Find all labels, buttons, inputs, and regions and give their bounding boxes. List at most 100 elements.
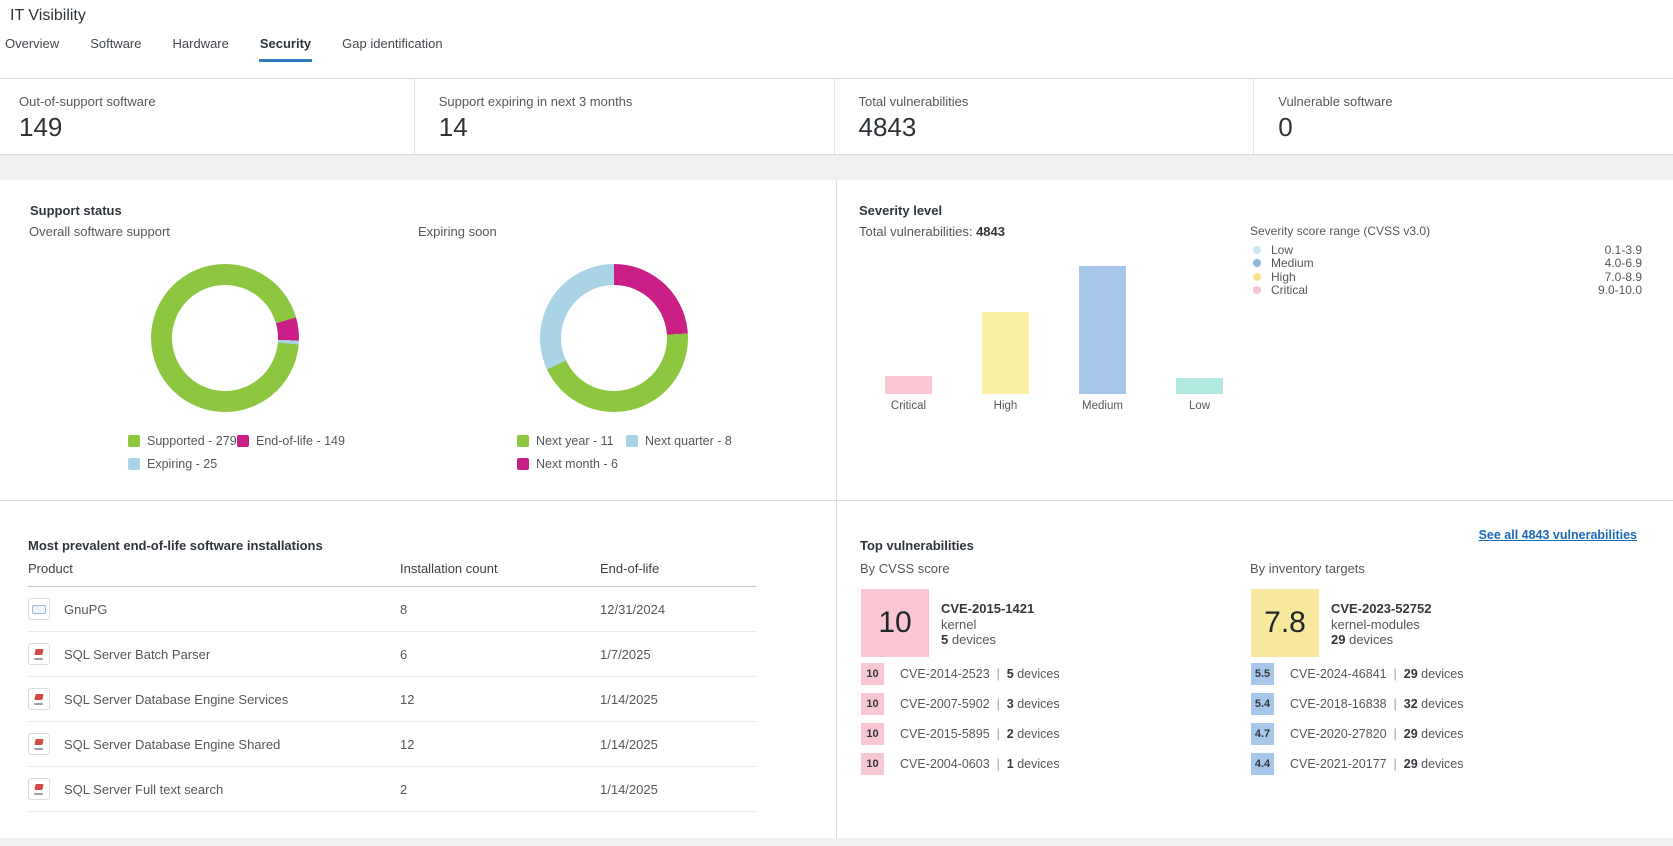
vulnerability-text: CVE-2021-20177 | 29 devices (1290, 757, 1464, 771)
product-name: GnuPG (64, 601, 108, 617)
featured-vulnerability-info: CVE-2015-1421 kernel 5 devices (941, 589, 1034, 657)
severity-bar-low[interactable] (1176, 378, 1223, 394)
expiring-soon-label: Expiring soon (418, 224, 497, 239)
overall-software-support-donut-chart[interactable] (151, 264, 299, 412)
severity-bar-high[interactable] (982, 312, 1029, 394)
legend-item-end-of-life: End-of-life - 149 (237, 434, 345, 448)
vulnerability-row: 4.7 CVE-2020-27820 | 29 devices (1251, 719, 1651, 749)
vulnerability-row: 10 CVE-2004-0603 | 1 devices (861, 749, 1241, 779)
kpi-card-out-of-support-software: Out-of-support software 149 (0, 79, 414, 154)
pipe-separator: | (989, 757, 1007, 771)
expiring-soon-donut-chart[interactable] (540, 264, 688, 412)
product-cell: SQL Server Database Engine Shared (28, 733, 400, 755)
vulnerability-row: 10 CVE-2015-5895 | 2 devices (861, 719, 1241, 749)
end-of-life-date: 12/31/2024 (600, 601, 666, 617)
sql-server-logo-icon (28, 778, 50, 800)
inventory-vulnerability-list: 5.5 CVE-2024-46841 | 29 devices 5.4 CVE-201… (1251, 659, 1651, 779)
vulnerability-row: 5.4 CVE-2018-16838 | 32 devices (1251, 689, 1651, 719)
kpi-value: 14 (438, 112, 468, 142)
installation-count: 6 (400, 646, 408, 662)
legend-item-label: Next year - 11 (536, 434, 614, 448)
severity-legend-range: 0.1-3.9 (1604, 242, 1642, 257)
vulnerability-row: 5.5 CVE-2024-46841 | 29 devices (1251, 659, 1651, 689)
tab-hardware[interactable]: Hardware (172, 36, 229, 51)
severity-bar-critical[interactable] (885, 376, 932, 394)
installation-count: 2 (400, 781, 408, 797)
device-count: 29 (1403, 727, 1418, 741)
expiring-swatch-icon (128, 458, 140, 470)
logo-glyph (34, 739, 44, 750)
severity-bar-chart[interactable]: Critical High Medium Low (885, 266, 1277, 412)
overall-software-support-chart-block: Overall software support Supported - 279… (29, 224, 414, 490)
dashboard-body: Support status Overall software support … (0, 180, 1673, 838)
severity-legend-label: Critical (1271, 283, 1308, 298)
by-inventory-targets-label: By inventory targets (1250, 561, 1365, 576)
eol-column-header-end-of-life: End-of-life (600, 561, 660, 576)
severity-score-legend: Severity score range (CVSS v3.0) Low 0.1-… (1250, 224, 1642, 297)
pipe-separator: | (989, 667, 1007, 681)
score-badge: 10 (861, 693, 884, 715)
see-all-vulnerabilities-link[interactable]: See all 4843 vulnerabilities (1478, 528, 1637, 542)
score-badge: 5.5 (1251, 663, 1274, 685)
legend-item-next-month: Next month - 6 (517, 457, 626, 471)
device-count: 1 (1006, 757, 1014, 771)
product-cell: SQL Server Batch Parser (28, 643, 400, 665)
featured-vulnerability-cvss: 10 CVE-2015-1421 kernel 5 devices (861, 589, 1034, 657)
next-month-swatch-icon (517, 458, 529, 470)
tab-bar: Overview Software Hardware Security Gap iden… (4, 32, 444, 62)
kpi-value: 149 (19, 112, 63, 142)
tab-gap-identification[interactable]: Gap identification (342, 36, 443, 51)
cve-id: CVE-2007-5902 (900, 697, 990, 711)
legend-item-supported: Supported - 2795 (128, 434, 244, 448)
device-count: 5 (1006, 667, 1014, 681)
logo-glyph (34, 649, 44, 660)
pipe-separator: | (989, 697, 1007, 711)
featured-vulnerability-info: CVE-2023-52752 kernel-modules 29 devices (1331, 589, 1431, 657)
vulnerability-text: CVE-2024-46841 | 29 devices (1290, 667, 1464, 681)
medium-dot-icon (1253, 259, 1261, 268)
supported-swatch-icon (128, 435, 140, 447)
end-of-life-date: 1/14/2025 (600, 691, 658, 707)
tab-software[interactable]: Software (90, 36, 142, 51)
cve-id: CVE-2024-46841 (1290, 667, 1387, 681)
severity-bar-label-high: High (993, 400, 1018, 412)
tab-security[interactable]: Security (258, 32, 313, 62)
legend-item-next-quarter: Next quarter - 8 (626, 434, 732, 448)
table-row: SQL Server Full text search 2 1/14/2025 (28, 767, 756, 812)
cve-id: CVE-2004-0603 (900, 757, 990, 771)
score-badge: 4.4 (1251, 753, 1274, 775)
high-dot-icon (1253, 272, 1261, 281)
cve-id: CVE-2020-27820 (1290, 727, 1387, 741)
pipe-separator: | (1386, 727, 1404, 741)
vulnerability-text: CVE-2020-27820 | 29 devices (1290, 727, 1464, 741)
severity-total-label: Total vulnerabilities: (859, 224, 973, 239)
severity-legend-row-critical: Critical 9.0-10.0 (1250, 283, 1642, 298)
device-count: 32 (1403, 697, 1418, 711)
legend-item-label: Next quarter - 8 (645, 434, 732, 448)
cvss-vulnerability-list: 10 CVE-2014-2523 | 5 devices 10 CVE-2007-59… (861, 659, 1241, 779)
legend-item-label: End-of-life - 149 (256, 434, 345, 448)
severity-legend-range: 9.0-10.0 (1597, 283, 1642, 298)
severity-legend-row-high: High 7.0-8.9 (1250, 270, 1642, 284)
logo-glyph (34, 694, 44, 705)
top-vulnerabilities-panel: Top vulnerabilities See all 4843 vulnera… (837, 501, 1673, 838)
pipe-separator: | (1386, 697, 1404, 711)
pipe-separator: | (989, 727, 1007, 741)
cve-id: CVE-2014-2523 (900, 667, 990, 681)
tab-overview[interactable]: Overview (5, 36, 60, 51)
score-badge: 4.7 (1251, 723, 1274, 745)
page-title: IT Visibility (10, 7, 86, 24)
severity-bar-medium[interactable] (1079, 266, 1126, 394)
end-of-life-date: 1/7/2025 (600, 646, 651, 662)
featured-score-tile: 7.8 (1251, 589, 1319, 657)
score-badge: 10 (861, 723, 884, 745)
installation-count: 12 (400, 691, 415, 707)
kpi-label: Total vulnerabilities (858, 94, 969, 109)
severity-bar-label-low: Low (1188, 400, 1211, 412)
logo-glyph (34, 784, 44, 795)
severity-level-panel: Severity level Total vulnerabilities: 48… (837, 180, 1673, 500)
kpi-label: Support expiring in next 3 months (438, 94, 633, 109)
support-status-heading: Support status (30, 202, 122, 218)
critical-dot-icon (1253, 286, 1261, 295)
severity-legend-label: Low (1271, 242, 1294, 257)
